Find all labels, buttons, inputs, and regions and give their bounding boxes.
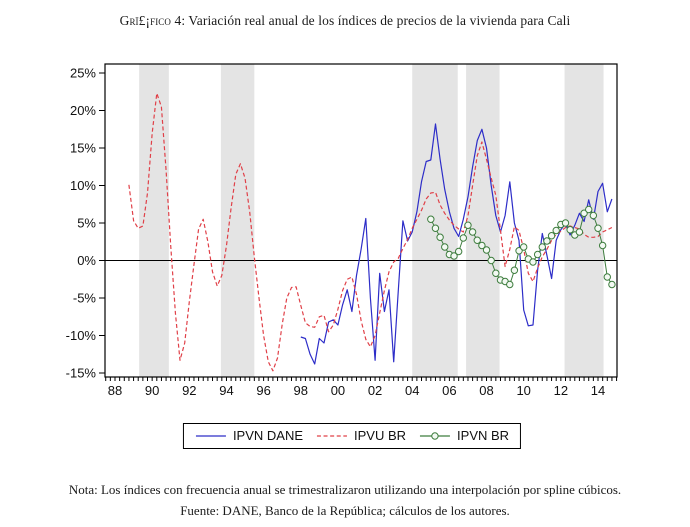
x-tick-label: 88 [108,383,122,398]
series-marker [436,233,444,241]
x-tick-label: 14 [591,383,605,398]
chart-legend: IPVN DANE IPVU BR IPVN BR [182,423,522,449]
shaded-band [466,64,500,377]
figure-title-text: Variación real anual de los índices de p… [185,13,571,28]
series-marker [506,280,514,289]
x-tick-label: 06 [442,383,456,398]
series-marker [580,209,588,217]
y-tick-label: -5% [73,291,97,306]
y-tick-label: 10% [70,178,96,193]
series-marker [454,247,463,256]
series-marker [515,247,523,255]
series-marker [468,228,477,236]
shaded-band [220,64,255,377]
figure-notes: Nota: Los índices con frecuencia anual s… [0,479,690,521]
series-marker [492,269,500,277]
legend-label: IPVN BR [457,428,510,443]
figure-number-label: Grī£¡fico 4: [119,13,186,28]
x-tick-label: 04 [405,383,419,398]
x-tick-label: 96 [256,383,270,398]
series-marker [585,205,593,214]
series-marker [589,211,598,220]
series-marker [441,243,449,251]
y-tick-label: 5% [77,216,96,231]
series-marker [575,228,584,236]
y-tick-label: 0% [77,253,96,268]
source-text: Fuente: DANE, Banco de la República; cál… [180,503,510,518]
y-tick-label: 15% [70,141,96,156]
legend-item-ipvn-dane: IPVN DANE [195,428,303,443]
legend-label: IPVN DANE [232,428,304,443]
series-marker [543,237,551,245]
series-marker [547,232,556,240]
note-text: Nota: Los índices con frecuencia anual s… [68,482,622,497]
series-marker [533,250,542,259]
series-marker [427,215,435,223]
x-tick-label: 90 [145,383,159,398]
legend-swatch-solid-line-icon [195,434,226,437]
x-tick-label: 92 [182,383,196,398]
series-line-ipvu-br [128,92,613,372]
legend-item-ipvn-br: IPVN BR [419,428,509,443]
figure-title: Grī£¡fico 4: Variación real anual de los… [0,13,690,29]
series-marker [510,266,519,274]
x-tick-label: 98 [294,383,308,398]
series-marker [487,256,495,265]
x-tick-label: 10 [516,383,530,398]
series-marker [478,241,486,250]
series-marker [464,221,472,229]
chart-plot: 25% 20% 15% 10% 5% 0% -5% -10% -15% 88 90 92 94 96 98 0… [66,63,618,398]
y-tick-label: -15% [66,366,97,381]
x-tick-label: 12 [554,383,568,398]
x-tick-label: 08 [479,383,493,398]
series-marker [598,241,607,250]
series-marker [538,243,546,251]
x-tick-label: 02 [368,383,382,398]
series-marker [594,224,602,232]
plot-frame [104,63,618,378]
series-marker [529,258,537,266]
series-marker [519,243,528,251]
series-marker [459,234,468,242]
y-tick-label: 25% [70,66,96,81]
series-marker [608,280,616,289]
x-tick-label: 94 [219,383,233,398]
y-tick-label: -10% [66,328,97,343]
legend-swatch-dashed-line-icon [317,434,348,437]
series-marker [473,236,481,244]
shaded-band [412,64,458,377]
legend-swatch-solid-circle-line-icon [420,431,451,440]
x-tick-label: 00 [331,383,345,398]
series-marker [431,224,440,232]
series-marker [482,246,491,254]
legend-label: IPVU BR [354,428,407,443]
series-marker [450,252,458,260]
legend-item-ipvu-br: IPVU BR [316,428,406,443]
series-marker [561,219,570,227]
series-marker [566,226,574,234]
series-marker [603,273,611,281]
y-tick-label: 20% [70,103,96,118]
series-marker [552,226,560,235]
